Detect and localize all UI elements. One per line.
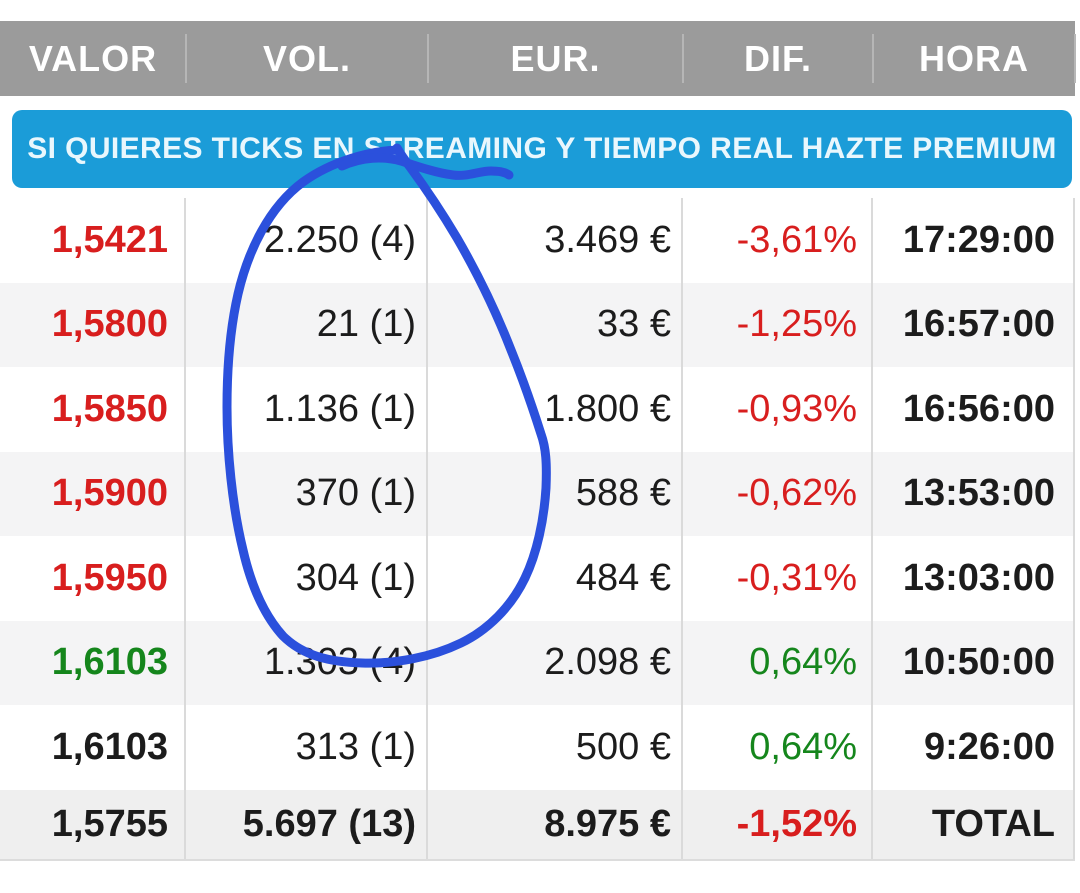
hora-cell: 13:53:00 [873,451,1075,536]
hora-cell: 13:03:00 [873,536,1075,621]
eur-cell: 3.469 € [428,198,683,283]
table-row: 1,6103 313 (1) 500 €0,64% 9:26:00 [0,705,1075,790]
total-dif-cell: -1,52% [683,789,873,859]
total-valor-cell: 1,5755 [0,789,186,859]
valor-cell: 1,5950 [0,536,186,621]
hora-cell: 10:50:00 [873,620,1075,705]
valor-cell: 1,6103 [0,705,186,790]
hora-cell: 16:57:00 [873,282,1075,367]
eur-cell: 2.098 € [428,620,683,705]
hora-cell: 16:56:00 [873,367,1075,452]
total-eur-cell: 8.975 € [428,789,683,859]
dif-cell: 0,64% [683,620,873,705]
column-header-valor: VALOR [0,21,187,96]
eur-cell: 484 € [428,536,683,621]
total-row: 1,5755 5.697 (13) 8.975 € -1,52% TOTAL [0,789,1075,861]
valor-cell: 1,6103 [0,620,186,705]
total-vol-cell: 5.697 (13) [186,789,428,859]
table-header: VALOR VOL. EUR. DIF. HORA [0,21,1076,96]
vol-cell: 21 (1) [186,282,428,367]
premium-banner-text: SI QUIERES TICKS EN STREAMING Y TIEMPO R… [27,132,1057,165]
column-header-dif: DIF. [683,21,874,96]
vol-cell: 2.250 (4) [186,198,428,283]
dif-cell: -3,61% [683,198,873,283]
total-label-cell: TOTAL [873,789,1075,859]
eur-cell: 588 € [428,451,683,536]
column-header-vol: VOL. [186,21,429,96]
column-header-eur: EUR. [428,21,684,96]
vol-cell: 1.136 (1) [186,367,428,452]
eur-cell: 33 € [428,282,683,367]
column-header-hora: HORA [873,21,1076,96]
vol-cell: 304 (1) [186,536,428,621]
valor-cell: 1,5800 [0,282,186,367]
dif-cell: 0,64% [683,705,873,790]
vol-cell: 313 (1) [186,705,428,790]
dif-cell: -1,25% [683,282,873,367]
table-row: 1,6103 1.303 (4) 2.098 €0,64% 10:50:00 [0,620,1075,705]
eur-cell: 500 € [428,705,683,790]
valor-cell: 1,5421 [0,198,186,283]
vol-cell: 1.303 (4) [186,620,428,705]
table-body: 1,5421 2.250 (4) 3.469 € -3,61% 17:29:00 1,58… [0,198,1080,790]
valor-cell: 1,5900 [0,451,186,536]
vol-cell: 370 (1) [186,451,428,536]
table-row: 1,5950 304 (1) 484 € -0,31% 13:03:00 [0,536,1075,621]
hora-cell: 9:26:00 [873,705,1075,790]
dif-cell: -0,93% [683,367,873,452]
table-row: 1,5421 2.250 (4) 3.469 € -3,61% 17:29:00 [0,198,1075,283]
premium-banner[interactable]: SI QUIERES TICKS EN STREAMING Y TIEMPO R… [12,110,1072,188]
eur-cell: 1.800 € [428,367,683,452]
table-row: 1,5850 1.136 (1) 1.800 € -0,93% 16:56:00 [0,367,1075,452]
table-row: 1,5900 370 (1) 588 € -0,62% 13:53:00 [0,451,1075,536]
dif-cell: -0,62% [683,451,873,536]
dif-cell: -0,31% [683,536,873,621]
valor-cell: 1,5850 [0,367,186,452]
table-row: 1,5800 21 (1) 33 € -1,25% 16:57:00 [0,282,1075,367]
hora-cell: 17:29:00 [873,198,1075,283]
